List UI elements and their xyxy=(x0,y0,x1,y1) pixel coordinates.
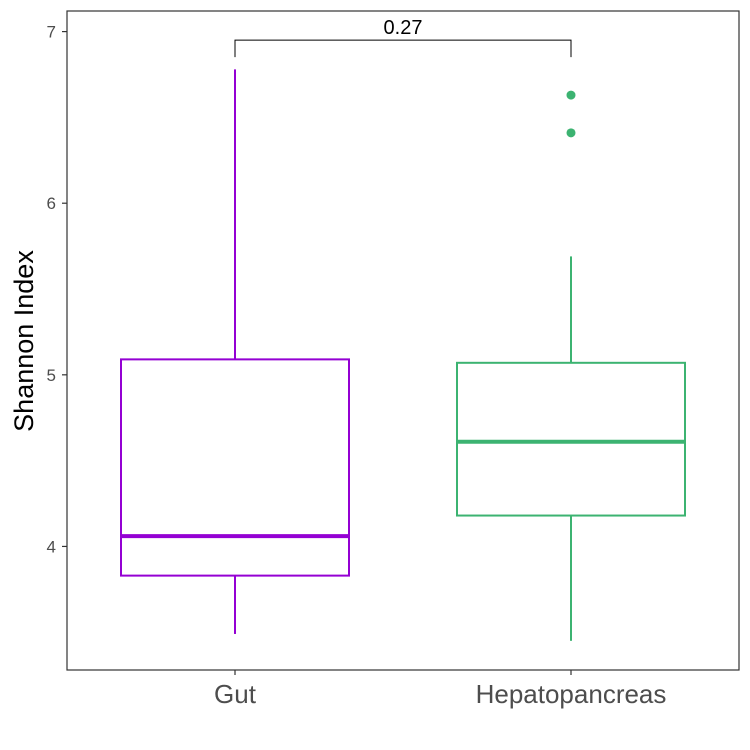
x-tick-label: Gut xyxy=(214,679,257,709)
annotations-layer: 0.27 xyxy=(234,17,572,58)
y-tick-label: 7 xyxy=(47,23,56,42)
p-value-label: 0.27 xyxy=(384,17,423,39)
significance-bracket xyxy=(234,39,572,58)
y-tick-label: 6 xyxy=(47,194,56,213)
box-body xyxy=(456,361,686,517)
y-axis: 4 5 6 7 xyxy=(47,23,67,556)
outlier-point xyxy=(566,90,576,100)
y-tick-label: 5 xyxy=(47,366,56,385)
y-axis-title: Shannon Index xyxy=(9,250,39,432)
box-gut xyxy=(120,69,350,634)
box-body xyxy=(120,358,350,577)
x-tick-label: Hepatopancreas xyxy=(476,679,667,709)
x-axis: Gut Hepatopancreas xyxy=(214,670,666,709)
panel-border xyxy=(66,10,740,671)
outlier-point xyxy=(566,128,576,138)
box-hepatopancreas xyxy=(456,90,686,641)
y-tick-label: 4 xyxy=(47,537,56,556)
boxes-layer xyxy=(120,69,686,641)
